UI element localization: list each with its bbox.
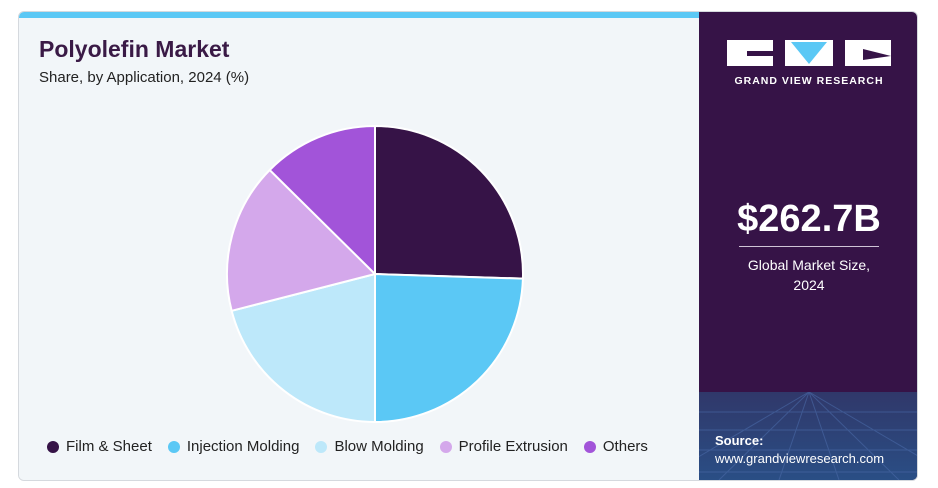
source-background [699, 392, 917, 480]
summary-panel: GRAND VIEW RESEARCH $262.7B Global Marke… [699, 12, 917, 480]
logo-text: GRAND VIEW RESEARCH [734, 75, 884, 87]
legend-item: Profile Extrusion [439, 438, 568, 455]
legend-swatch-icon [315, 440, 328, 453]
market-size-label: Global Market Size, 2024 [699, 255, 917, 295]
pie-slice-injection-molding [374, 272, 524, 424]
legend-label: Profile Extrusion [458, 438, 568, 455]
pie-slice-blow-molding [230, 272, 376, 424]
grid-pattern-icon [699, 392, 917, 480]
market-size-label-line2: 2024 [793, 277, 825, 293]
legend-swatch-icon [439, 440, 452, 453]
brand-logo: GRAND VIEW RESEARCH [727, 40, 891, 90]
source-note: Source: www.grandviewresearch.com [715, 432, 884, 468]
legend-swatch-icon [167, 440, 180, 453]
chart-legend: Film & Sheet Injection Molding Blow Moldin… [47, 438, 648, 455]
legend-item: Film & Sheet [47, 438, 152, 455]
pie-chart [226, 124, 524, 424]
grand-view-logo-icon [727, 40, 891, 66]
divider [739, 246, 879, 247]
market-size-value: $262.7B [737, 198, 881, 240]
chart-card: Polyolefin Market Share, by Application,… [18, 11, 918, 481]
source-label: Source: [715, 433, 764, 448]
legend-item: Injection Molding [167, 438, 300, 455]
chart-subtitle: Share, by Application, 2024 (%) [39, 69, 250, 86]
legend-label: Film & Sheet [66, 438, 152, 455]
market-size-label-line1: Global Market Size, [747, 257, 871, 273]
pie-slice-profile-extrusion [226, 168, 377, 313]
legend-label: Blow Molding [334, 438, 424, 455]
legend-swatch-icon [583, 440, 596, 453]
pie-slice-film-sheet [374, 124, 524, 280]
legend-label: Others [602, 438, 648, 455]
chart-panel: Polyolefin Market Share, by Application,… [19, 12, 699, 480]
pie-slice-others [268, 124, 376, 277]
legend-item: Others [583, 438, 648, 455]
legend-swatch-icon [47, 440, 59, 453]
chart-title: Polyolefin Market [39, 36, 230, 62]
accent-bar [19, 12, 699, 18]
source-url[interactable]: www.grandviewresearch.com [715, 451, 885, 466]
legend-label: Injection Molding [186, 438, 300, 455]
legend-item: Blow Molding [315, 438, 424, 455]
